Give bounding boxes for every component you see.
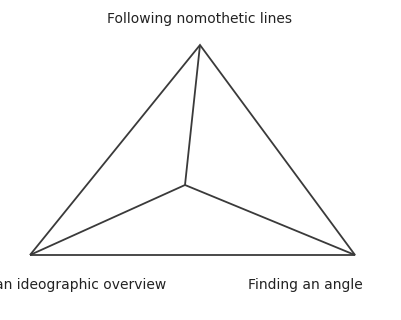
Text: an ideographic overview: an ideographic overview bbox=[0, 278, 166, 292]
Text: Finding an angle: Finding an angle bbox=[247, 278, 362, 292]
Text: Following nomothetic lines: Following nomothetic lines bbox=[107, 12, 292, 26]
